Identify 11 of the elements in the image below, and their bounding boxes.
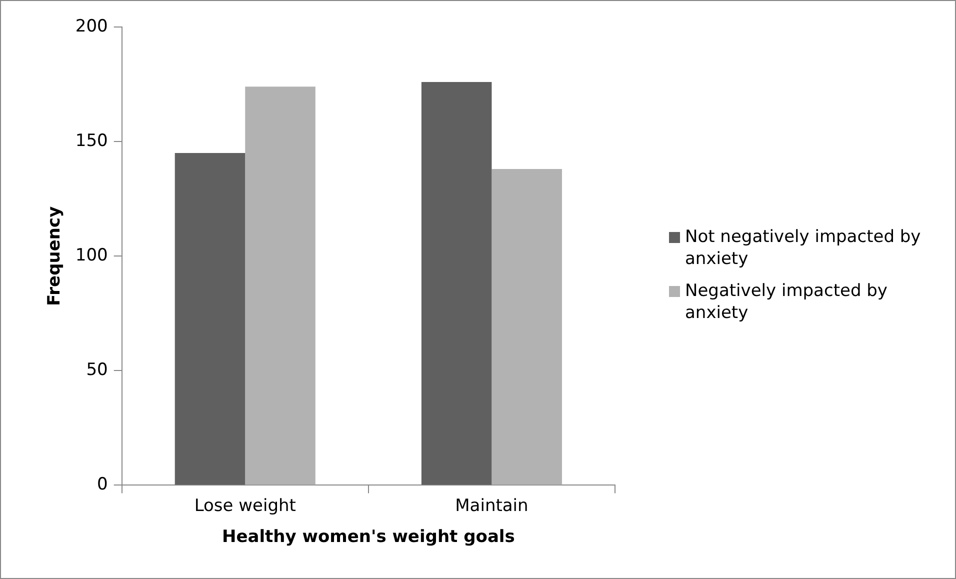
x-tick-label: Maintain [455,496,528,516]
y-tick-label: 200 [75,16,108,36]
x-axis-title: Healthy women's weight goals [222,527,515,548]
y-axis-title: Frequency [44,206,65,306]
legend-label: Negatively impacted by anxiety [685,280,888,324]
y-tick-label: 0 [97,474,108,495]
y-tick-label: 100 [75,246,108,266]
x-tick-label: Lose weight [194,496,296,516]
y-tick-label: 50 [86,360,108,380]
y-tick-label: 150 [75,130,108,151]
legend-label: Not negatively impacted by anxiety [685,226,922,270]
